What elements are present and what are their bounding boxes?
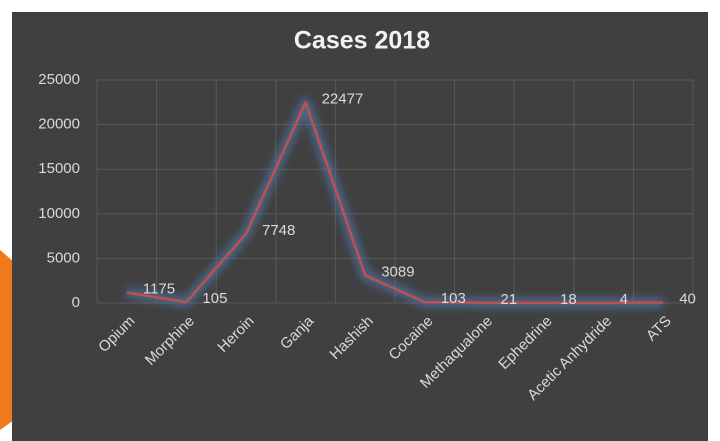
data-label: 105 bbox=[202, 290, 227, 307]
data-label: 40 bbox=[679, 291, 696, 308]
decor-shape bbox=[0, 250, 14, 430]
data-label: 4 bbox=[620, 291, 628, 308]
data-label: 21 bbox=[500, 291, 517, 308]
y-tick-label: 25000 bbox=[38, 71, 80, 88]
y-tick-label: 0 bbox=[72, 294, 80, 311]
data-label: 7748 bbox=[262, 222, 295, 239]
y-tick-label: 5000 bbox=[47, 249, 80, 266]
y-tick-label: 10000 bbox=[38, 205, 80, 222]
chart-background bbox=[12, 12, 708, 441]
y-tick-label: 15000 bbox=[38, 160, 80, 177]
data-label: 103 bbox=[441, 290, 466, 307]
y-tick-label: 20000 bbox=[38, 116, 80, 133]
data-label: 18 bbox=[560, 291, 577, 308]
data-label: 22477 bbox=[322, 90, 364, 107]
line bbox=[126, 101, 664, 305]
chart-title: Cases 2018 bbox=[294, 27, 430, 55]
data-label: 3089 bbox=[381, 263, 414, 280]
data-label: 1175 bbox=[143, 280, 175, 297]
